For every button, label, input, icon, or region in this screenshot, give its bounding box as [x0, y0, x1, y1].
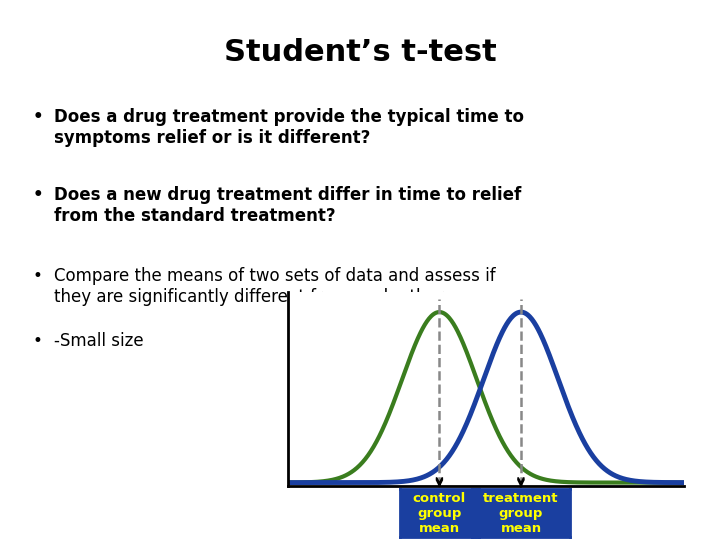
Text: Compare the means of two sets of data and assess if
they are significantly diffe: Compare the means of two sets of data an… — [54, 267, 495, 306]
Text: •: • — [32, 332, 42, 350]
Text: Student’s t-test: Student’s t-test — [224, 38, 496, 67]
Text: •: • — [32, 108, 43, 126]
Text: -Small size: -Small size — [54, 332, 143, 350]
Text: control
group
mean: control group mean — [413, 491, 466, 535]
Text: •: • — [32, 186, 43, 204]
Text: Does a new drug treatment differ in time to relief
from the standard treatment?: Does a new drug treatment differ in time… — [54, 186, 521, 225]
Text: Does a drug treatment provide the typical time to
symptoms relief or is it diffe: Does a drug treatment provide the typica… — [54, 108, 524, 147]
Text: •: • — [32, 267, 42, 285]
Text: treatment
group
mean: treatment group mean — [483, 491, 559, 535]
